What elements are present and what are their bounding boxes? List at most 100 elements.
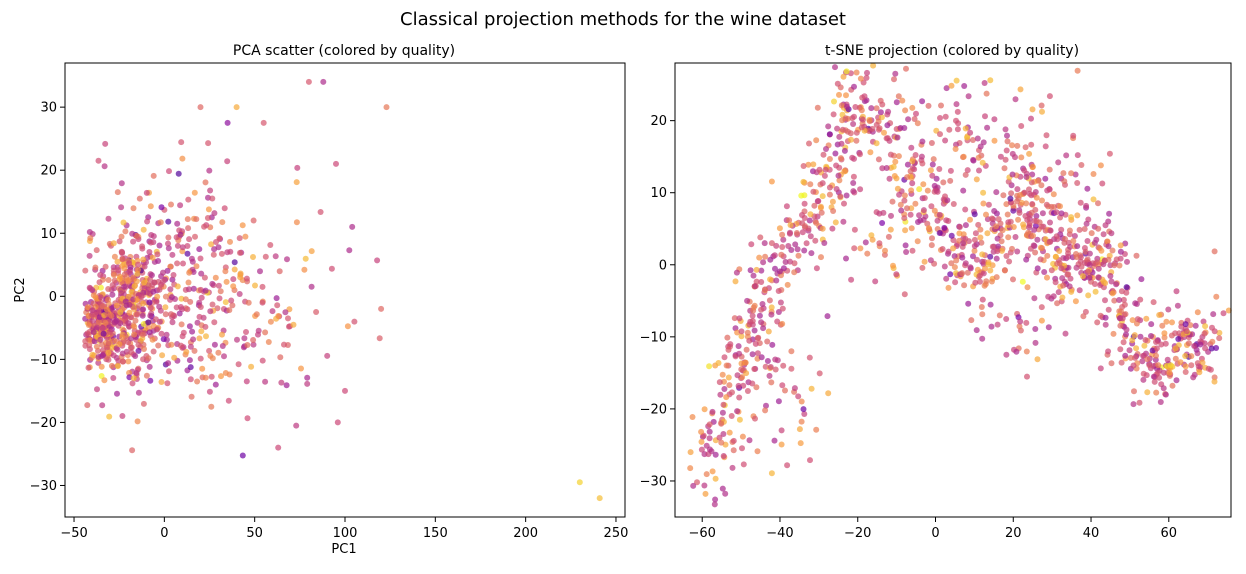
tsne-point (962, 260, 969, 267)
tsne-point (1082, 308, 1089, 315)
pca-point (221, 353, 227, 360)
tsne-point (772, 356, 779, 363)
pca-point (121, 271, 128, 278)
pca-point (242, 233, 249, 240)
tsne-point (985, 261, 992, 268)
tsne-point (857, 151, 863, 158)
pca-point (107, 329, 114, 335)
tsne-point (1110, 330, 1117, 337)
tsne-point (937, 115, 943, 121)
tsne-x-ticks: −60 −40 −20 0 20 40 60 (688, 517, 1177, 541)
tsne-point (1132, 300, 1139, 307)
tsne-point (1182, 321, 1189, 328)
tsne-point (954, 126, 961, 133)
pca-point (97, 272, 104, 278)
pca-point (120, 219, 127, 226)
tsne-point (833, 162, 840, 169)
tsne-point (825, 123, 832, 130)
tsne-point (795, 252, 802, 259)
tsne-point (982, 113, 988, 120)
tsne-point (1117, 346, 1124, 353)
tsne-point (754, 350, 761, 357)
pca-point (197, 304, 204, 310)
pca-point (90, 329, 97, 336)
pca-point (82, 267, 89, 274)
pca-point (189, 258, 196, 265)
tsne-point (973, 256, 980, 263)
tsne-point (1137, 333, 1144, 340)
tsne-point (1028, 192, 1035, 199)
tsne-point (832, 219, 839, 226)
tsne-point (918, 153, 925, 160)
tsne-point (746, 321, 753, 328)
tsne-point (812, 237, 819, 244)
pca-point (207, 352, 214, 359)
pca-point (147, 304, 154, 311)
tsne-point (1140, 376, 1147, 383)
tsne-point (1187, 322, 1194, 329)
tsne-point (1081, 245, 1088, 251)
tsne-point (1058, 226, 1065, 233)
pca-point (211, 210, 218, 217)
tsne-point (829, 225, 836, 232)
tsne-point (826, 191, 833, 198)
tsne-point (919, 98, 926, 105)
pca-point (98, 363, 105, 370)
tsne-point (873, 105, 880, 112)
pca-point (192, 233, 198, 240)
tsne-point (887, 151, 894, 158)
tsne-point (1052, 279, 1059, 286)
tsne-point (1094, 319, 1101, 326)
tsne-point (869, 125, 876, 132)
tsne-point (967, 216, 973, 223)
tsne-point (791, 269, 798, 276)
tsne-point (775, 398, 782, 405)
tsne-point (956, 224, 963, 230)
tsne-point (1014, 186, 1021, 193)
pca-point (230, 276, 237, 283)
tsne-point (730, 447, 737, 454)
pca-point (138, 293, 145, 300)
tsne-point (930, 156, 937, 163)
pca-point (174, 242, 181, 249)
tsne-point (787, 258, 793, 265)
pca-point (94, 324, 101, 331)
tsne-point (1022, 144, 1029, 151)
pca-point (164, 267, 171, 274)
tsne-point (1057, 203, 1063, 210)
pca-point (100, 330, 107, 337)
tsne-point (1209, 338, 1216, 345)
tsne-point (1100, 279, 1107, 285)
pca-point (196, 335, 203, 342)
tsne-point (1010, 224, 1017, 230)
tsne-point (1045, 293, 1052, 300)
tsne-point (1201, 330, 1208, 337)
pca-point (179, 155, 186, 162)
tsne-point (1105, 243, 1112, 250)
tsne-point (754, 448, 761, 455)
tsne-point (793, 230, 800, 236)
tsne-point (1173, 288, 1180, 295)
pca-point (140, 306, 147, 313)
tsne-point (762, 286, 768, 293)
pca-point (120, 358, 127, 365)
pca-point (134, 418, 141, 425)
tsne-point (989, 243, 996, 250)
tsne-point (712, 451, 719, 458)
pca-point (84, 330, 91, 337)
pca-point (101, 163, 108, 170)
tsne-point (762, 253, 769, 260)
tsne-point (1083, 202, 1090, 209)
tsne-point (1095, 274, 1102, 281)
tsne-point (1037, 256, 1044, 263)
pca-point (101, 377, 108, 384)
tsne-point (948, 260, 955, 267)
tsne-point (971, 247, 978, 254)
tsne-point (819, 193, 826, 200)
tsne-point (778, 427, 785, 434)
pca-point (126, 269, 133, 275)
pca-point (160, 269, 166, 276)
pca-point (121, 265, 128, 272)
pca-point (219, 331, 225, 338)
tsne-point (758, 267, 765, 274)
